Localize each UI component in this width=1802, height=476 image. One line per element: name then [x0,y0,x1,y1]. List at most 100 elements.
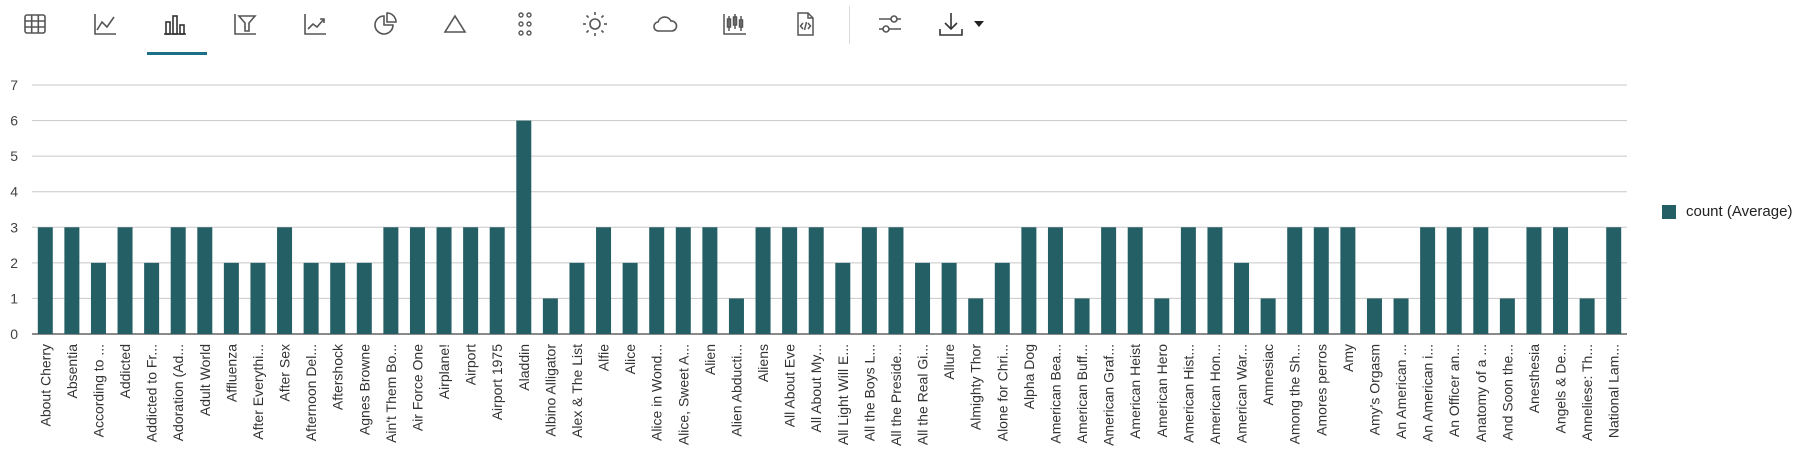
bar[interactable] [649,227,665,334]
bar[interactable] [755,227,771,334]
bar[interactable] [675,227,691,334]
bar[interactable] [197,227,213,334]
x-tick-label: Alex & The List [569,344,585,438]
bar[interactable] [888,227,904,334]
x-tick-label: Angels & De... [1553,344,1569,434]
bar[interactable] [144,262,160,334]
bar[interactable] [409,227,425,334]
x-tick-label: American War... [1234,344,1250,443]
bar[interactable] [1074,298,1090,334]
funnel-chart-icon[interactable] [223,4,267,44]
bar[interactable] [250,262,266,334]
bar[interactable] [1473,227,1489,334]
bar[interactable] [1260,298,1276,334]
triangle-icon[interactable] [433,4,477,44]
bar[interactable] [489,227,505,334]
bar[interactable] [516,120,532,334]
table-view-icon[interactable] [13,4,57,44]
bar[interactable] [303,262,319,334]
x-tick-label: Adult World [197,344,213,416]
chart-toolbar [0,0,1802,58]
bar[interactable] [1606,227,1622,334]
x-tick-label: After Everythi... [250,344,266,440]
bar[interactable] [622,262,638,334]
y-tick-label: 2 [10,255,18,271]
x-tick-label: All About Eve [782,344,798,427]
bar[interactable] [37,227,53,334]
bar[interactable] [782,227,798,334]
bar[interactable] [808,227,824,334]
bar[interactable] [569,262,585,334]
bar[interactable] [1420,227,1436,334]
x-tick-label: Aladdin [516,344,532,391]
x-tick-label: After Sex [277,344,293,402]
code-file-icon[interactable] [783,4,827,44]
candlestick-icon[interactable] [713,4,757,44]
x-tick-label: National Lam... [1606,344,1622,438]
x-tick-label: American Hist... [1180,344,1196,443]
bar[interactable] [90,262,106,334]
x-tick-label: Air Force One [409,344,425,431]
sun-icon[interactable] [573,4,617,44]
x-tick-label: All the Boys L... [861,344,877,441]
legend-swatch [1662,204,1676,219]
chevron-down-icon[interactable] [973,18,985,30]
bar[interactable] [915,262,931,334]
bar[interactable] [1553,227,1569,334]
bar[interactable] [383,227,399,334]
bar[interactable] [861,227,877,334]
bar[interactable] [1526,227,1542,334]
bar[interactable] [223,262,239,334]
bar[interactable] [941,262,957,334]
bar[interactable] [436,227,452,334]
bar[interactable] [1101,227,1117,334]
bar[interactable] [1579,298,1595,334]
bar[interactable] [542,298,558,334]
bar-chart-icon[interactable] [153,4,197,44]
x-tick-label: Among the Sh... [1287,344,1303,444]
bar[interactable] [728,298,744,334]
bar[interactable] [994,262,1010,334]
bar[interactable] [1340,227,1356,334]
bar[interactable] [356,262,372,334]
chart-legend[interactable]: count (Average) [1662,203,1792,220]
bar[interactable] [277,227,293,334]
bar[interactable] [968,298,984,334]
bar[interactable] [1234,262,1250,334]
bar[interactable] [1207,227,1223,334]
x-tick-label: Amy [1340,344,1356,372]
bar[interactable] [1313,227,1329,334]
x-tick-label: Alpha Dog [1021,344,1037,409]
bar[interactable] [117,227,133,334]
bar[interactable] [1127,227,1143,334]
bar[interactable] [1393,298,1409,334]
bar[interactable] [1047,227,1063,334]
x-tick-label: Addicted to Fr... [144,344,160,442]
dot-grid-icon[interactable] [503,4,547,44]
bar[interactable] [330,262,346,334]
bar[interactable] [170,227,186,334]
x-tick-label: Adoration (Ad... [170,344,186,441]
cloud-icon[interactable] [643,4,687,44]
bar[interactable] [1154,298,1170,334]
x-tick-label: Anesthesia [1526,344,1542,413]
download-icon[interactable] [935,4,987,44]
bar[interactable] [64,227,80,334]
bar[interactable] [702,227,718,334]
pie-chart-icon[interactable] [363,4,407,44]
sliders-icon[interactable] [868,4,912,44]
bar[interactable] [1021,227,1037,334]
bar[interactable] [1446,227,1462,334]
x-tick-label: Alice [622,344,638,375]
bar[interactable] [596,227,612,334]
bar[interactable] [835,262,851,334]
x-tick-label: All the Real Gi... [915,344,931,445]
line-chart-icon[interactable] [83,4,127,44]
x-tick-label: Ain't Them Bo... [383,344,399,443]
bar[interactable] [1366,298,1382,334]
trend-chart-icon[interactable] [293,4,337,44]
bar[interactable] [1287,227,1303,334]
bar[interactable] [463,227,479,334]
bar[interactable] [1499,298,1515,334]
bar[interactable] [1180,227,1196,334]
